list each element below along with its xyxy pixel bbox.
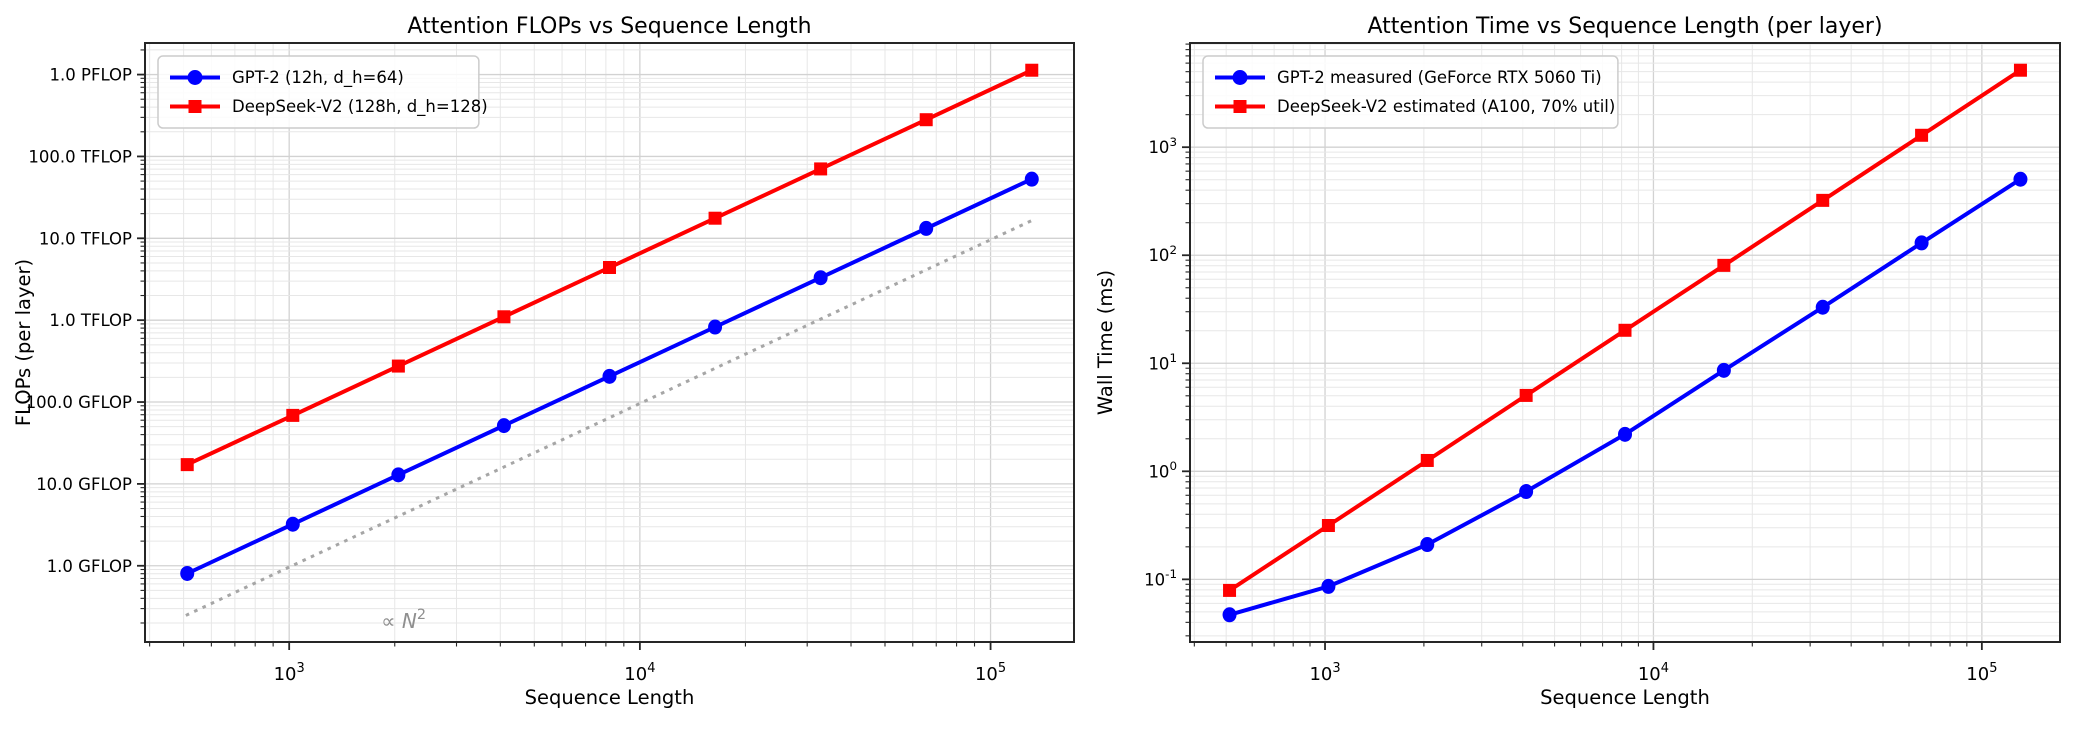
chart-attention-time: 103 104 105 10-1 100 101 102 103 Attention Time … <box>1094 14 2061 709</box>
data-point <box>1024 171 1039 187</box>
y-tick-label: 101 <box>1148 351 1177 373</box>
grid <box>1190 43 2060 642</box>
series-line <box>185 218 1034 617</box>
y-tick-label: 10-1 <box>1144 567 1177 589</box>
data-point <box>814 162 828 176</box>
legend-box <box>1202 55 1619 129</box>
data-point <box>919 220 934 236</box>
data-point <box>285 516 300 532</box>
series <box>180 63 1039 617</box>
data-point <box>603 260 616 274</box>
x-tick-label: 103 <box>274 661 305 685</box>
y-tick-label: 1.0 GFLOP <box>47 557 132 576</box>
x-tick-label: 105 <box>1966 661 1997 685</box>
x-axis-label: Sequence Length <box>1540 686 1710 709</box>
y-tick-label: 10.0 TFLOP <box>39 229 132 248</box>
data-point <box>2013 171 2028 187</box>
axis-ticks <box>137 49 992 650</box>
legend-marker <box>188 100 202 113</box>
tick-labels: 103 104 105 10-1 100 101 102 103 <box>1144 135 1997 685</box>
legend: GPT-2 (12h, d_h=64) DeepSeek-V2 (128h, d_… <box>157 55 488 129</box>
legend-label: DeepSeek-V2 estimated (A100, 70% util) <box>1277 97 1615 116</box>
x-tick-label: 103 <box>1309 661 1340 685</box>
x-tick-label: 104 <box>624 661 655 685</box>
data-point <box>1815 299 1830 315</box>
y-tick-label: 100.0 TFLOP <box>28 147 132 166</box>
data-point <box>180 458 194 472</box>
data-point <box>708 319 723 335</box>
data-point <box>1914 235 1929 251</box>
data-point <box>708 211 722 225</box>
plot-border <box>1189 42 2061 643</box>
legend-box <box>157 55 480 129</box>
data-point <box>1618 426 1632 442</box>
data-point <box>1519 484 1534 500</box>
y-axis-label: Wall Time (ms) <box>1094 270 1117 415</box>
data-point <box>497 310 511 324</box>
legend-marker <box>1232 70 1248 85</box>
data-point <box>919 113 933 127</box>
y-tick-label: 100 <box>1148 459 1177 481</box>
data-point <box>180 565 195 581</box>
y-axis-label: FLOPs (per layer) <box>12 259 35 426</box>
legend: GPT-2 measured (GeForce RTX 5060 Ti) Deep… <box>1202 55 1619 129</box>
tick-labels: 103 104 105 1.0 GFLOP 10.0 GFLOP 100.0 GFLOP 1… <box>26 66 1006 685</box>
grid <box>145 43 1074 642</box>
legend-label: GPT-2 measured (GeForce RTX 5060 Ti) <box>1277 68 1602 87</box>
data-point <box>1420 453 1434 467</box>
y-tick-label: 100.0 GFLOP <box>26 393 132 412</box>
data-point <box>391 467 406 483</box>
data-point <box>1321 578 1336 594</box>
data-point <box>1321 519 1335 533</box>
chart-title: Attention Time vs Sequence Length (per l… <box>1367 14 1882 39</box>
data-point <box>1915 128 1929 142</box>
legend-marker <box>187 70 203 85</box>
chart-title: Attention FLOPs vs Sequence Length <box>407 14 811 39</box>
legend-marker <box>1233 100 1247 113</box>
data-point <box>1420 537 1435 553</box>
y-tick-label: 10.0 GFLOP <box>36 475 132 494</box>
y-tick-label: 103 <box>1148 135 1177 157</box>
data-point <box>1618 323 1632 337</box>
x-axis-label: Sequence Length <box>525 686 695 709</box>
data-point <box>286 408 300 422</box>
data-point <box>496 418 511 434</box>
data-point <box>1816 193 1830 207</box>
data-point <box>1025 63 1039 77</box>
data-point <box>602 368 617 384</box>
y-tick-label: 102 <box>1148 243 1177 265</box>
legend-label: GPT-2 (12h, d_h=64) <box>232 68 404 88</box>
data-point <box>1716 362 1731 378</box>
x-tick-label: 105 <box>975 661 1006 685</box>
chart-attention-flops: 103 104 105 1.0 GFLOP 10.0 GFLOP 100.0 GFLOP 1… <box>12 14 1075 709</box>
annotation-n-squared: ∝ N2 <box>381 607 426 633</box>
plot-border <box>144 42 1075 643</box>
data-point <box>1223 583 1237 597</box>
y-tick-label: 1.0 TFLOP <box>49 311 132 330</box>
x-tick-label: 104 <box>1638 661 1669 685</box>
data-point <box>391 359 405 373</box>
axis-ticks <box>1182 43 1983 650</box>
data-point <box>813 270 828 286</box>
series <box>1222 63 2028 623</box>
series-line <box>1228 177 2022 617</box>
legend-label: DeepSeek-V2 (128h, d_h=128) <box>232 97 488 117</box>
y-tick-label: 1.0 PFLOP <box>50 66 133 85</box>
data-point <box>2013 63 2027 77</box>
data-point <box>1717 258 1731 272</box>
data-point <box>1519 388 1533 402</box>
data-point <box>1222 607 1237 623</box>
